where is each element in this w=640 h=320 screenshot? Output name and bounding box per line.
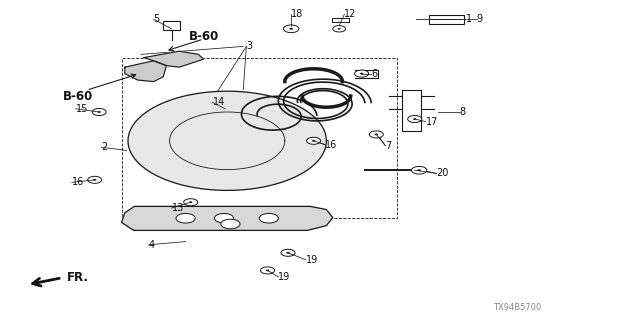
Text: 19: 19 bbox=[278, 272, 291, 282]
Text: 9: 9 bbox=[477, 14, 483, 24]
Text: 6: 6 bbox=[371, 68, 378, 79]
Text: B-60: B-60 bbox=[63, 90, 93, 102]
Circle shape bbox=[360, 73, 364, 75]
Text: 16: 16 bbox=[325, 140, 337, 150]
Circle shape bbox=[408, 116, 422, 123]
Circle shape bbox=[374, 133, 378, 135]
Text: 19: 19 bbox=[306, 255, 318, 265]
Circle shape bbox=[417, 169, 421, 171]
Text: 1: 1 bbox=[466, 14, 472, 24]
Text: 17: 17 bbox=[426, 116, 438, 127]
Text: 7: 7 bbox=[385, 140, 392, 151]
Text: B-60: B-60 bbox=[189, 30, 219, 43]
Circle shape bbox=[338, 28, 341, 30]
Polygon shape bbox=[122, 206, 333, 230]
Circle shape bbox=[413, 118, 417, 120]
Circle shape bbox=[266, 269, 269, 271]
Text: 8: 8 bbox=[460, 107, 466, 117]
Circle shape bbox=[412, 166, 427, 174]
Bar bbox=[429, 15, 465, 24]
Circle shape bbox=[259, 213, 278, 223]
Circle shape bbox=[369, 131, 383, 138]
Text: 13: 13 bbox=[172, 203, 184, 213]
Text: 15: 15 bbox=[76, 104, 88, 114]
Circle shape bbox=[355, 70, 369, 77]
Text: TX94B5700: TX94B5700 bbox=[493, 303, 541, 312]
Text: FR.: FR. bbox=[67, 271, 88, 284]
Text: 18: 18 bbox=[291, 9, 303, 20]
Text: 2: 2 bbox=[101, 142, 108, 152]
Text: 12: 12 bbox=[344, 9, 356, 20]
Circle shape bbox=[214, 213, 234, 223]
Circle shape bbox=[88, 176, 102, 183]
Circle shape bbox=[184, 199, 198, 206]
Circle shape bbox=[307, 137, 321, 144]
Circle shape bbox=[92, 108, 106, 116]
Polygon shape bbox=[144, 51, 204, 67]
Text: 20: 20 bbox=[436, 168, 449, 179]
Circle shape bbox=[312, 140, 316, 142]
Circle shape bbox=[284, 25, 299, 33]
Text: 5: 5 bbox=[154, 14, 160, 24]
Circle shape bbox=[97, 111, 101, 113]
Circle shape bbox=[286, 252, 290, 254]
Circle shape bbox=[176, 213, 195, 223]
Polygon shape bbox=[128, 91, 326, 190]
Text: 4: 4 bbox=[148, 240, 155, 250]
Circle shape bbox=[189, 201, 193, 203]
Circle shape bbox=[281, 249, 295, 256]
Text: 16: 16 bbox=[72, 177, 84, 188]
Circle shape bbox=[260, 267, 275, 274]
Text: 14: 14 bbox=[212, 97, 225, 108]
Bar bbox=[163, 21, 180, 30]
Circle shape bbox=[221, 219, 240, 229]
Circle shape bbox=[289, 28, 293, 30]
Circle shape bbox=[333, 26, 346, 32]
Circle shape bbox=[93, 179, 97, 181]
Text: 3: 3 bbox=[246, 41, 253, 52]
Polygon shape bbox=[125, 61, 166, 82]
